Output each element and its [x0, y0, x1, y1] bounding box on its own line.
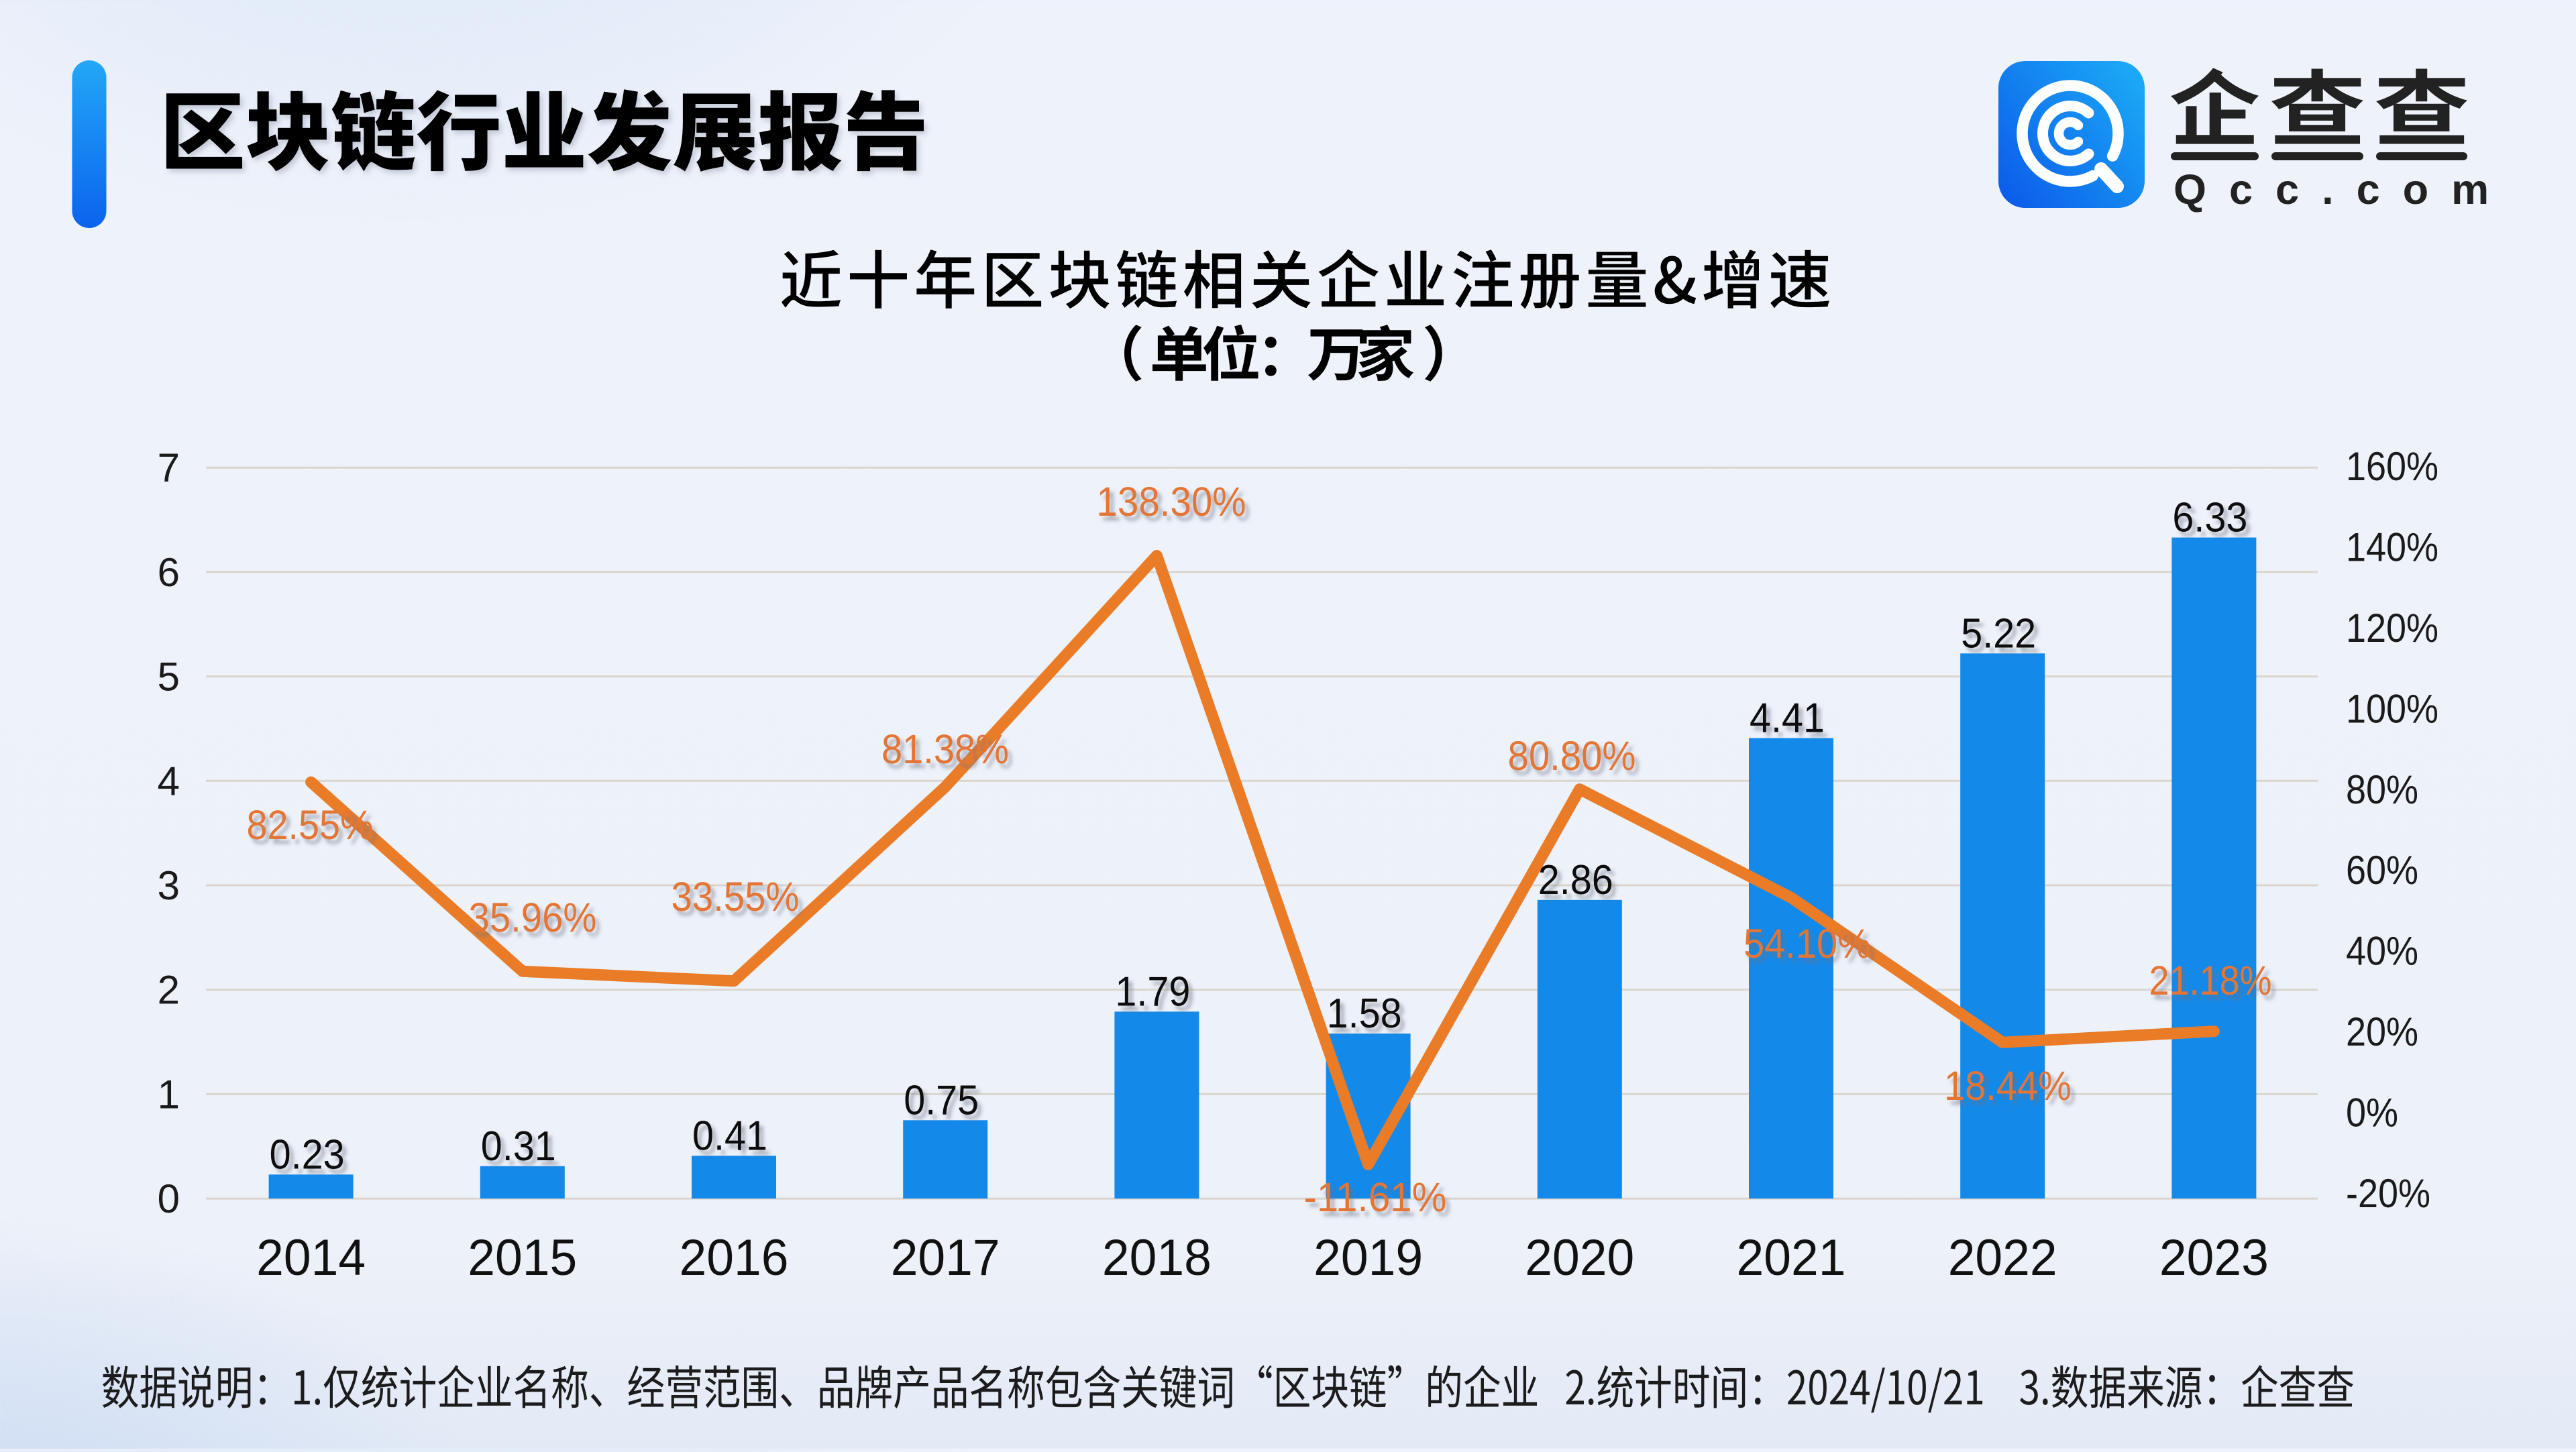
- svg-text:0%: 0%: [2346, 1091, 2398, 1135]
- svg-text:35.96%: 35.96%: [469, 895, 597, 940]
- svg-text:0.23: 0.23: [270, 1131, 345, 1178]
- svg-text:2019: 2019: [1313, 1229, 1423, 1286]
- svg-text:21.18%: 21.18%: [2149, 958, 2272, 1003]
- svg-text:2014: 2014: [256, 1229, 366, 1286]
- svg-text:2016: 2016: [680, 1229, 789, 1286]
- svg-text:140%: 140%: [2346, 525, 2438, 570]
- svg-text:2.86: 2.86: [1538, 857, 1613, 903]
- svg-text:5: 5: [158, 655, 180, 700]
- svg-text:4: 4: [158, 759, 180, 803]
- svg-text:2021: 2021: [1737, 1229, 1846, 1286]
- svg-text:1.79: 1.79: [1115, 968, 1190, 1015]
- svg-text:138.30%: 138.30%: [1097, 479, 1246, 524]
- svg-text:81.38%: 81.38%: [881, 726, 1009, 772]
- svg-text:20%: 20%: [2346, 1009, 2418, 1054]
- svg-text:2020: 2020: [1525, 1229, 1634, 1286]
- svg-text:80%: 80%: [2346, 767, 2418, 812]
- svg-text:-11.61%: -11.61%: [1304, 1174, 1447, 1220]
- svg-text:0: 0: [158, 1176, 180, 1221]
- svg-text:2018: 2018: [1102, 1229, 1212, 1286]
- svg-text:1.58: 1.58: [1327, 991, 1402, 1037]
- svg-text:0.41: 0.41: [692, 1113, 767, 1159]
- svg-text:2022: 2022: [1948, 1229, 2057, 1286]
- svg-text:1: 1: [158, 1072, 180, 1117]
- svg-text:0.75: 0.75: [904, 1077, 979, 1123]
- svg-text:2015: 2015: [468, 1229, 577, 1286]
- svg-text:6.33: 6.33: [2172, 495, 2247, 541]
- svg-text:3: 3: [158, 863, 180, 908]
- svg-text:2023: 2023: [2159, 1229, 2269, 1286]
- svg-text:-20%: -20%: [2346, 1171, 2430, 1216]
- svg-text:6: 6: [158, 550, 180, 595]
- svg-text:Qcc.com: Qcc.com: [2174, 166, 2512, 213]
- svg-text:54.10%: 54.10%: [1743, 921, 1871, 966]
- svg-text:100%: 100%: [2346, 686, 2438, 731]
- svg-text:0.31: 0.31: [481, 1123, 556, 1170]
- svg-text:4.41: 4.41: [1750, 695, 1825, 742]
- svg-text:7: 7: [158, 445, 180, 490]
- svg-text:2017: 2017: [891, 1229, 1000, 1286]
- svg-text:5.22: 5.22: [1961, 610, 2036, 657]
- svg-text:80.80%: 80.80%: [1508, 733, 1636, 779]
- svg-text:2: 2: [158, 968, 180, 1013]
- svg-text:18.44%: 18.44%: [1944, 1063, 2072, 1109]
- svg-text:33.55%: 33.55%: [672, 874, 800, 919]
- svg-text:82.55%: 82.55%: [247, 802, 374, 848]
- svg-text:120%: 120%: [2346, 606, 2438, 651]
- svg-text:60%: 60%: [2346, 848, 2418, 893]
- svg-text:160%: 160%: [2346, 444, 2438, 489]
- svg-text:40%: 40%: [2346, 929, 2418, 974]
